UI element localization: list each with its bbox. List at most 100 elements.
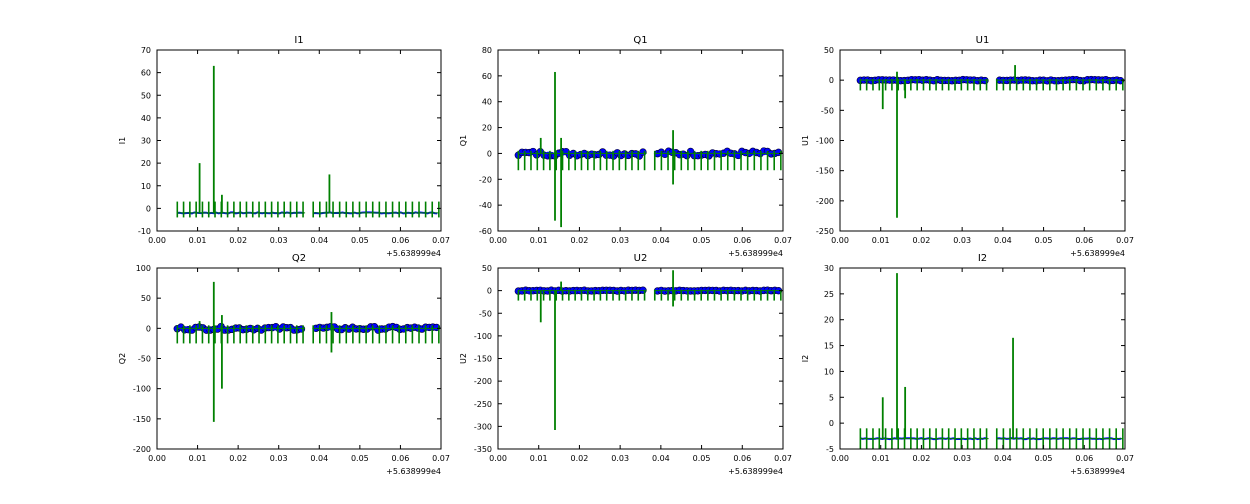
y-tick-label: 20 bbox=[141, 159, 151, 168]
y-tick-label: 50 bbox=[482, 264, 492, 273]
y-tick-label: 50 bbox=[824, 46, 834, 55]
subplot-title: U1 bbox=[976, 35, 990, 46]
x-tick-label: 0.07 bbox=[774, 454, 792, 463]
x-tick-label: 0.04 bbox=[652, 236, 670, 245]
y-tick-label: -100 bbox=[133, 385, 151, 394]
y-tick-label: -50 bbox=[138, 355, 151, 364]
x-tick-label: 0.02 bbox=[229, 454, 247, 463]
x-offset-label: +5.638999e4 bbox=[728, 467, 783, 476]
y-tick-label: 30 bbox=[824, 264, 834, 273]
y-tick-label: 25 bbox=[824, 290, 834, 299]
y-tick-label: -60 bbox=[479, 227, 492, 236]
x-tick-label: 0.06 bbox=[392, 454, 410, 463]
y-tick-label: 70 bbox=[141, 46, 151, 55]
y-tick-label: 5 bbox=[829, 393, 834, 402]
x-tick-label: 0.03 bbox=[270, 454, 288, 463]
x-tick-label: 0.04 bbox=[310, 236, 328, 245]
x-offset-label: +5.638999e4 bbox=[386, 467, 441, 476]
x-tick-label: 0.07 bbox=[774, 236, 792, 245]
x-tick-label: 0.05 bbox=[351, 236, 369, 245]
y-tick-label: -20 bbox=[479, 175, 492, 184]
x-tick-label: 0.03 bbox=[611, 454, 629, 463]
x-tick-label: 0.01 bbox=[189, 236, 207, 245]
y-tick-label: -350 bbox=[474, 445, 492, 454]
x-offset-label: +5.638999e4 bbox=[1070, 467, 1125, 476]
y-tick-label: 10 bbox=[141, 182, 151, 191]
y-tick-label: 15 bbox=[824, 342, 834, 351]
x-tick-label: 0.02 bbox=[571, 454, 589, 463]
y-tick-label: 60 bbox=[141, 69, 151, 78]
y-tick-label: 0 bbox=[829, 76, 834, 85]
blue-series-line bbox=[654, 150, 780, 157]
x-tick-label: 0.07 bbox=[1116, 454, 1134, 463]
subplot-title: I1 bbox=[294, 35, 303, 46]
y-tick-label: -200 bbox=[474, 377, 492, 386]
y-tick-label: 100 bbox=[136, 264, 151, 273]
x-tick-label: 0.07 bbox=[432, 454, 450, 463]
y-tick-label: -250 bbox=[474, 400, 492, 409]
y-tick-label: 80 bbox=[482, 46, 492, 55]
y-tick-label: 0 bbox=[146, 324, 151, 333]
x-tick-label: 0.05 bbox=[693, 236, 711, 245]
x-tick-label: 0.02 bbox=[229, 236, 247, 245]
x-tick-label: 0.00 bbox=[148, 236, 166, 245]
y-tick-label: -150 bbox=[816, 167, 834, 176]
y-tick-label: -150 bbox=[474, 355, 492, 364]
y-tick-label: 0 bbox=[487, 149, 492, 158]
x-offset-label: +5.638999e4 bbox=[728, 249, 783, 258]
x-tick-label: 0.07 bbox=[432, 236, 450, 245]
plot-area bbox=[514, 270, 783, 430]
x-tick-label: 0.04 bbox=[652, 454, 670, 463]
x-tick-label: 0.04 bbox=[310, 454, 328, 463]
y-tick-label: -10 bbox=[138, 227, 151, 236]
plot-area bbox=[514, 71, 783, 228]
x-tick-label: 0.06 bbox=[733, 454, 751, 463]
subplot-q1: 0.00 0.01 0.02 0.03 0.04 0.05 0.06 0.07 80 60 40 20… bbox=[459, 35, 792, 258]
plot-area bbox=[176, 65, 440, 218]
subplot-i2: 0.00 0.01 0.02 0.03 0.04 0.05 0.06 0.07 30 25 20 15… bbox=[801, 253, 1134, 476]
x-tick-label: 0.03 bbox=[611, 236, 629, 245]
x-tick-label: 0.02 bbox=[913, 454, 931, 463]
x-tick-label: 0.02 bbox=[913, 236, 931, 245]
x-tick-label: 0.03 bbox=[270, 236, 288, 245]
plot-area bbox=[859, 273, 1124, 449]
plot-area bbox=[173, 281, 441, 422]
x-tick-label: 0.05 bbox=[1035, 454, 1053, 463]
x-tick-label: 0.04 bbox=[994, 454, 1012, 463]
x-tick-label: 0.02 bbox=[571, 236, 589, 245]
x-tick-label: 0.00 bbox=[831, 236, 849, 245]
y-tick-label: -100 bbox=[816, 137, 834, 146]
x-tick-label: 0.05 bbox=[351, 454, 369, 463]
x-offset-label: +5.638999e4 bbox=[1070, 249, 1125, 258]
x-tick-label: 0.01 bbox=[189, 454, 207, 463]
y-tick-label: 0 bbox=[829, 419, 834, 428]
y-tick-label: 10 bbox=[824, 367, 834, 376]
subplot-title: Q1 bbox=[633, 35, 647, 46]
subplot-title: Q2 bbox=[292, 253, 306, 264]
x-tick-label: 0.05 bbox=[693, 454, 711, 463]
y-tick-label: 20 bbox=[824, 316, 834, 325]
y-tick-label: -250 bbox=[816, 227, 834, 236]
x-tick-label: 0.01 bbox=[530, 454, 548, 463]
subplot-title: I2 bbox=[978, 253, 987, 264]
x-tick-label: 0.06 bbox=[1075, 236, 1093, 245]
plot-area bbox=[856, 65, 1125, 218]
x-tick-label: 0.00 bbox=[148, 454, 166, 463]
x-tick-label: 0.03 bbox=[953, 236, 971, 245]
x-tick-label: 0.06 bbox=[733, 236, 751, 245]
x-tick-label: 0.03 bbox=[953, 454, 971, 463]
x-tick-label: 0.06 bbox=[392, 236, 410, 245]
y-tick-label: -200 bbox=[133, 445, 151, 454]
subplot-q2: 0.00 0.01 0.02 0.03 0.04 0.05 0.06 0.07 100 50 0 -5… bbox=[118, 253, 450, 476]
x-tick-label: 0.01 bbox=[530, 236, 548, 245]
x-offset-label: +5.638999e4 bbox=[386, 249, 441, 258]
y-tick-label: -50 bbox=[821, 106, 834, 115]
subplot-u1: 0.00 0.01 0.02 0.03 0.04 0.05 0.06 0.07 50 0 -50 -1… bbox=[801, 35, 1134, 258]
x-tick-label: 0.05 bbox=[1035, 236, 1053, 245]
y-tick-label: 50 bbox=[141, 294, 151, 303]
y-tick-label: 20 bbox=[482, 124, 492, 133]
y-tick-label: -100 bbox=[474, 332, 492, 341]
y-axis-label: I2 bbox=[801, 355, 810, 362]
